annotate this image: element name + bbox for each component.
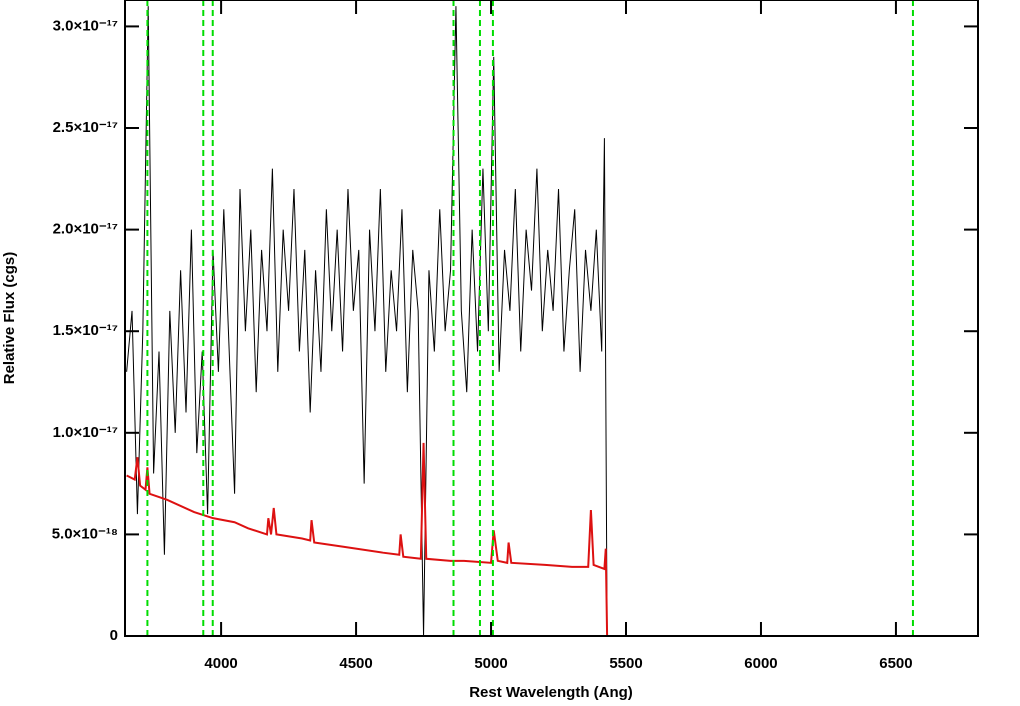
plot-frame [124, 0, 979, 637]
x-tick-label: 6500 [879, 655, 912, 672]
y-tick-label: 3.0×10⁻¹⁷ [53, 17, 118, 34]
x-tick-label: 5000 [474, 655, 507, 672]
spectrum-line [126, 6, 977, 636]
y-tick-label: 0 [110, 627, 118, 644]
x-tick-label: 6000 [744, 655, 777, 672]
x-tick-label: 4000 [204, 655, 237, 672]
x-tick-label: 5500 [609, 655, 642, 672]
y-tick-label: 2.5×10⁻¹⁷ [53, 119, 118, 136]
y-axis-title: Relative Flux (cgs) [1, 252, 18, 385]
y-tick-label: 1.5×10⁻¹⁷ [53, 322, 118, 339]
y-tick-label: 5.0×10⁻¹⁸ [52, 525, 118, 542]
plot-area [126, 0, 977, 636]
y-tick-label: 2.0×10⁻¹⁷ [53, 221, 118, 238]
y-tick-label: 1.0×10⁻¹⁷ [53, 424, 118, 441]
spectrum-line [126, 442, 977, 636]
x-axis-title: Rest Wavelength (Ang) [469, 684, 633, 701]
x-tick-label: 4500 [339, 655, 372, 672]
